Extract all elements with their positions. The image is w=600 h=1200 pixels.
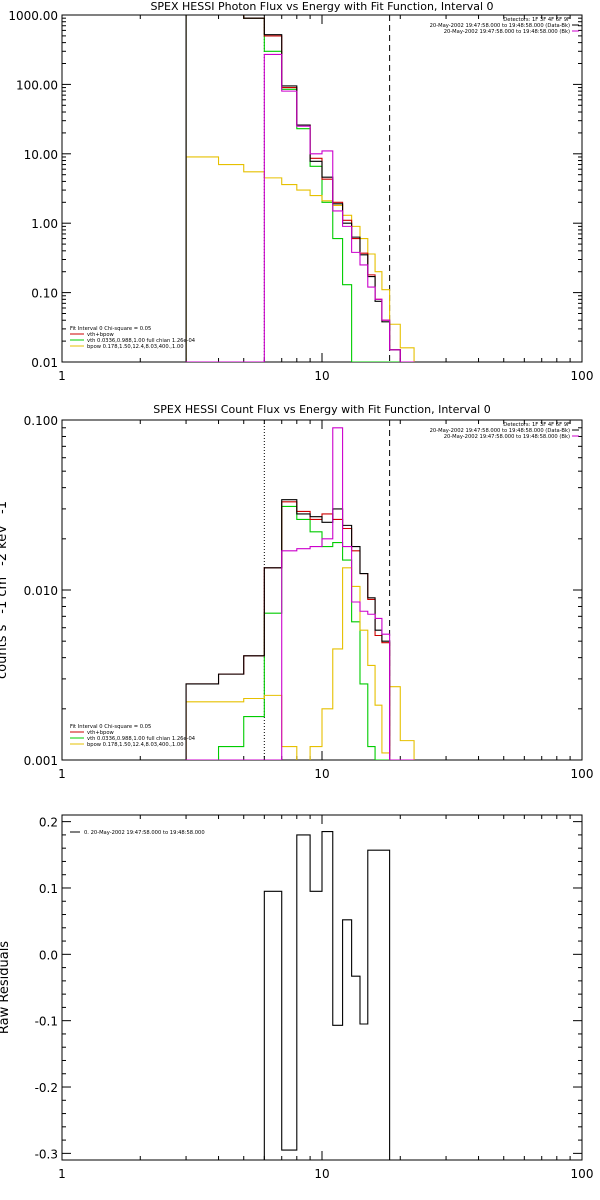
legend-entry: Fit Interval 0 Chi-square = 0.05 xyxy=(70,326,151,332)
y-tick-label: 0.001 xyxy=(24,754,58,768)
series-step-data xyxy=(185,499,415,760)
series-step-total_model xyxy=(185,15,415,362)
chart-title-0: SPEX HESSI Photon Flux vs Energy with Fi… xyxy=(150,0,493,13)
header-text-line: 20-May-2002 19:47:58.000 to 19:48:58.000… xyxy=(444,29,570,35)
legend-entry: 0. 20-May-2002 19:47:58.000 to 19:48:58.… xyxy=(84,830,205,836)
x-tick-label: 10 xyxy=(314,369,329,383)
legend-entry: Fit Interval 0 Chi-square = 0.05 xyxy=(70,724,151,730)
x-tick-label: 100 xyxy=(571,767,594,781)
x-tick-label: 1 xyxy=(58,1167,66,1181)
header-text-line: 20-May-2002 19:47:58.000 to 19:48:58.000… xyxy=(444,434,570,440)
y-tick-label: 0.0 xyxy=(39,948,58,962)
series-step-vth xyxy=(185,505,415,760)
series-step-bpow xyxy=(185,156,415,362)
y-tick-label: 0.10 xyxy=(31,287,58,301)
x-tick-label: 1 xyxy=(58,767,66,781)
y-tick-label: -0.1 xyxy=(35,1015,58,1029)
series-step-total_model xyxy=(185,501,415,760)
series-step-data xyxy=(185,15,415,362)
series-step-vth xyxy=(185,15,415,362)
x-tick-label: 10 xyxy=(314,767,329,781)
y-tick-label: 0.2 xyxy=(39,816,58,830)
y-tick-label: 100.00 xyxy=(16,78,58,92)
header-text-line: 20-May-2002 19:47:58.000 to 19:48:58.000… xyxy=(430,23,570,29)
y-tick-label: 0.010 xyxy=(24,584,58,598)
y-tick-label: -0.3 xyxy=(35,1147,58,1161)
legend-entry: vth 0.0336,0.988,1.00 full chian 1.26e-0… xyxy=(87,338,196,344)
legend-entry: bpow 0.178,1.50,12.4,8.03,400.,1.00 xyxy=(87,742,184,748)
y-tick-label: 1.00 xyxy=(31,217,58,231)
y-tick-label: 0.1 xyxy=(39,882,58,896)
y-tick-label: 0.01 xyxy=(31,356,58,370)
legend-entry: vth+bpow xyxy=(87,332,114,338)
y-axis-label-2: Raw Residuals xyxy=(0,941,12,1034)
y-tick-label: -0.2 xyxy=(35,1081,58,1095)
header-text-line: Detectors: 1F 3F 4F 6F 9F xyxy=(503,422,570,428)
x-tick-label: 100 xyxy=(571,1167,594,1181)
x-tick-label: 1 xyxy=(58,369,66,383)
series-step-data xyxy=(263,831,391,1160)
y-tick-label: 1000.00 xyxy=(8,9,58,23)
chart-title-1: SPEX HESSI Count Flux vs Energy with Fit… xyxy=(153,403,490,416)
y-tick-label: 10.00 xyxy=(24,148,58,162)
header-text-line: Detectors: 1F 3F 4F 6F 9F xyxy=(503,17,570,23)
x-tick-label: 100 xyxy=(571,369,594,383)
legend-entry: vth 0.0336,0.988,1.00 full chian 1.26e-0… xyxy=(87,736,196,742)
y-tick-label: 0.100 xyxy=(24,414,58,428)
legend-entry: bpow 0.178,1.50,12.4,8.03,400.,1.00 xyxy=(87,344,184,350)
x-tick-label: 10 xyxy=(314,1167,329,1181)
series-step-background_series xyxy=(185,53,415,362)
legend-entry: vth+bpow xyxy=(87,730,114,736)
header-text-line: 20-May-2002 19:47:58.000 to 19:48:58.000… xyxy=(430,428,570,434)
series-step-background_series xyxy=(185,427,415,760)
series-step-bpow xyxy=(185,567,415,760)
y-axis-label-1: counts s^-1 cm^-2 keV^-1 xyxy=(0,501,10,679)
